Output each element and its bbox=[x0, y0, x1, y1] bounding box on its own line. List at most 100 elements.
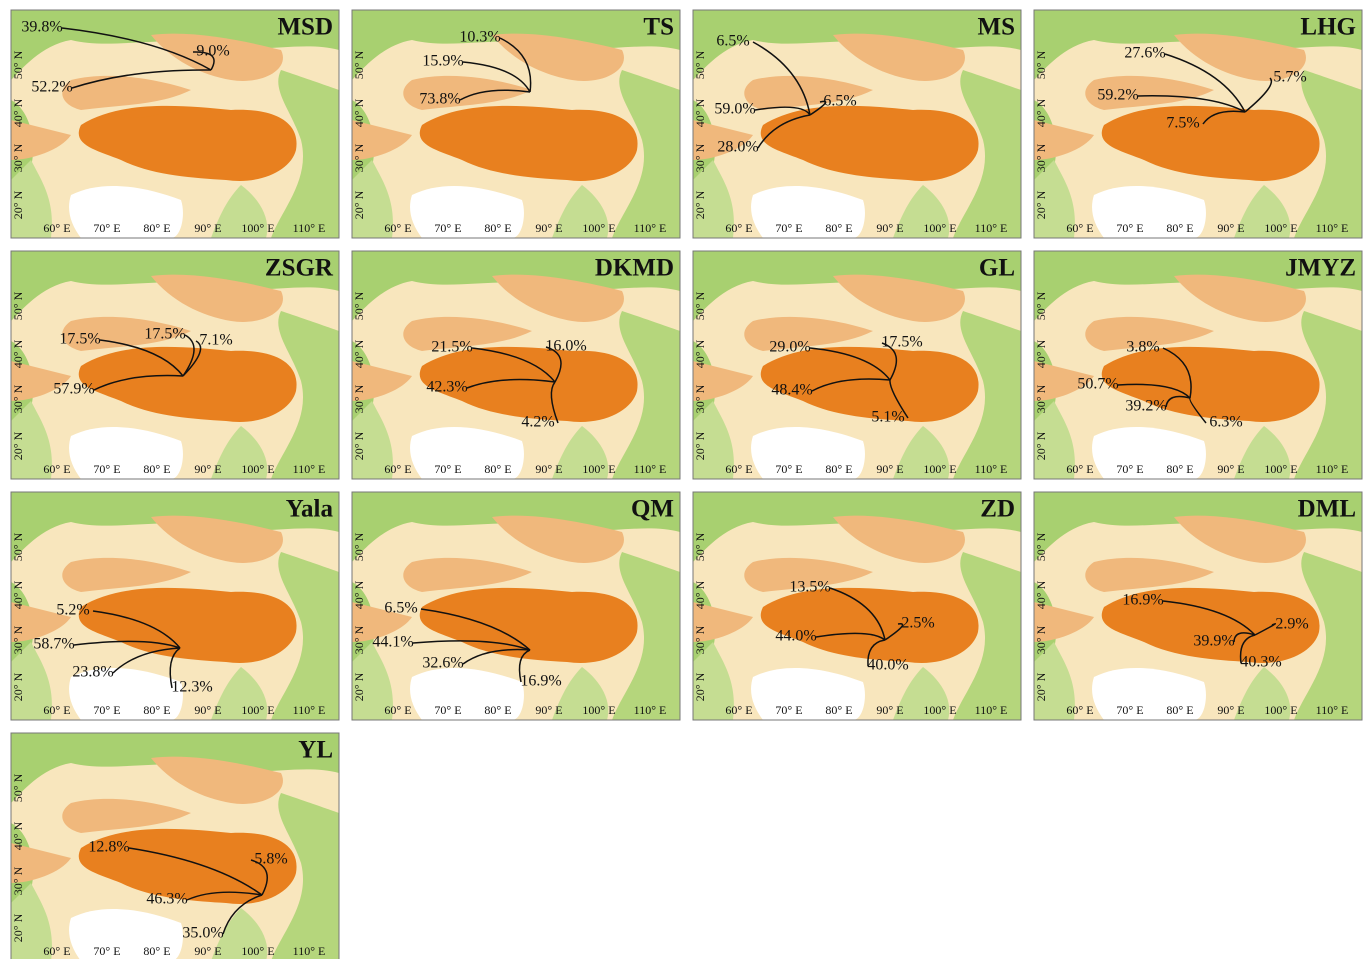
x-tick-label: 110° E bbox=[1316, 462, 1349, 476]
x-tick-label: 60° E bbox=[725, 221, 752, 235]
x-tick-label: 110° E bbox=[634, 221, 667, 235]
map-area bbox=[693, 492, 1021, 720]
panel-name: MSD bbox=[277, 14, 333, 41]
x-tick-label: 70° E bbox=[434, 703, 461, 717]
x-tick-label: 100° E bbox=[241, 462, 274, 476]
x-tick-label: 90° E bbox=[1217, 462, 1244, 476]
x-tick-label: 100° E bbox=[923, 462, 956, 476]
y-tick-label: 30° N bbox=[693, 384, 707, 413]
panel-name: Yala bbox=[286, 496, 334, 523]
percent-label: 6.5% bbox=[823, 93, 856, 110]
x-tick-label: 60° E bbox=[725, 462, 752, 476]
x-tick-label: 110° E bbox=[1316, 221, 1349, 235]
x-tick-label: 90° E bbox=[194, 703, 221, 717]
x-tick-label: 100° E bbox=[923, 703, 956, 717]
map-area bbox=[693, 251, 1021, 479]
percent-label: 39.2% bbox=[1125, 398, 1166, 415]
percent-label: 52.2% bbox=[31, 79, 72, 96]
x-tick-label: 90° E bbox=[194, 944, 221, 958]
x-tick-label: 60° E bbox=[384, 703, 411, 717]
figure: 39.8%9.0%52.2%MSD60° E70° E80° E90° E100… bbox=[0, 0, 1369, 959]
x-tick-label: 90° E bbox=[1217, 703, 1244, 717]
percent-label: 2.9% bbox=[1275, 616, 1308, 633]
map-panel: 39.8%9.0%52.2%MSD60° E70° E80° E90° E100… bbox=[11, 10, 339, 238]
x-tick-label: 110° E bbox=[293, 944, 326, 958]
map-panel: 12.8%5.8%46.3%35.0%YL60° E70° E80° E90° … bbox=[11, 733, 339, 959]
percent-label: 9.0% bbox=[196, 43, 229, 60]
x-tick-label: 70° E bbox=[775, 703, 802, 717]
y-tick-label: 20° N bbox=[693, 431, 707, 460]
x-tick-label: 110° E bbox=[1316, 703, 1349, 717]
x-tick-label: 80° E bbox=[825, 462, 852, 476]
percent-label: 28.0% bbox=[717, 139, 758, 156]
map-area bbox=[352, 10, 680, 238]
y-tick-label: 30° N bbox=[693, 625, 707, 654]
percent-label: 44.0% bbox=[775, 628, 816, 645]
x-tick-label: 100° E bbox=[1264, 703, 1297, 717]
panel-name: LHG bbox=[1300, 14, 1356, 41]
percent-label: 27.6% bbox=[1124, 45, 1165, 62]
percent-label: 48.4% bbox=[771, 382, 812, 399]
y-tick-label: 50° N bbox=[693, 532, 707, 561]
percent-label: 3.8% bbox=[1126, 339, 1159, 356]
map-panel: 21.5%16.0%42.3%4.2%DKMD60° E70° E80° E90… bbox=[352, 251, 680, 479]
panel-name: TS bbox=[643, 14, 674, 41]
percent-label: 35.0% bbox=[182, 925, 223, 942]
percent-label: 17.5% bbox=[59, 331, 100, 348]
y-tick-label: 40° N bbox=[1034, 339, 1048, 368]
x-tick-label: 80° E bbox=[1166, 462, 1193, 476]
x-tick-label: 100° E bbox=[582, 703, 615, 717]
percent-label: 17.5% bbox=[881, 334, 922, 351]
panel-name: ZSGR bbox=[265, 255, 334, 282]
y-tick-label: 20° N bbox=[11, 913, 25, 942]
y-tick-label: 40° N bbox=[693, 580, 707, 609]
x-tick-label: 60° E bbox=[384, 221, 411, 235]
percent-label: 59.0% bbox=[714, 101, 755, 118]
basemap bbox=[693, 492, 1021, 720]
x-tick-label: 80° E bbox=[825, 703, 852, 717]
x-tick-label: 90° E bbox=[535, 703, 562, 717]
y-tick-label: 20° N bbox=[693, 190, 707, 219]
y-tick-label: 20° N bbox=[693, 672, 707, 701]
panel-name: DML bbox=[1298, 496, 1356, 523]
y-tick-label: 50° N bbox=[693, 50, 707, 79]
y-tick-label: 30° N bbox=[1034, 143, 1048, 172]
x-tick-label: 70° E bbox=[775, 221, 802, 235]
map-area bbox=[1034, 251, 1362, 479]
x-tick-label: 90° E bbox=[876, 221, 903, 235]
basemap bbox=[352, 10, 680, 238]
x-tick-label: 80° E bbox=[825, 221, 852, 235]
panel-name: ZD bbox=[980, 496, 1015, 523]
y-tick-label: 40° N bbox=[1034, 580, 1048, 609]
y-tick-label: 30° N bbox=[352, 143, 366, 172]
y-tick-label: 20° N bbox=[352, 672, 366, 701]
x-tick-label: 110° E bbox=[975, 221, 1008, 235]
y-tick-label: 50° N bbox=[11, 773, 25, 802]
panel-name: GL bbox=[979, 255, 1015, 282]
y-tick-label: 20° N bbox=[11, 431, 25, 460]
percent-label: 40.0% bbox=[867, 657, 908, 674]
x-tick-label: 70° E bbox=[93, 703, 120, 717]
y-tick-label: 30° N bbox=[11, 384, 25, 413]
percent-label: 16.0% bbox=[545, 338, 586, 355]
x-tick-label: 100° E bbox=[241, 944, 274, 958]
y-tick-label: 20° N bbox=[11, 190, 25, 219]
y-tick-label: 50° N bbox=[352, 291, 366, 320]
x-tick-label: 60° E bbox=[725, 703, 752, 717]
percent-label: 5.2% bbox=[56, 602, 89, 619]
percent-label: 32.6% bbox=[422, 655, 463, 672]
percent-label: 46.3% bbox=[146, 891, 187, 908]
x-tick-label: 80° E bbox=[484, 462, 511, 476]
y-tick-label: 40° N bbox=[1034, 98, 1048, 127]
x-tick-label: 90° E bbox=[1217, 221, 1244, 235]
y-tick-label: 50° N bbox=[693, 291, 707, 320]
x-tick-label: 90° E bbox=[194, 221, 221, 235]
x-tick-label: 80° E bbox=[484, 703, 511, 717]
x-tick-label: 110° E bbox=[975, 703, 1008, 717]
percent-label: 17.5% bbox=[144, 326, 185, 343]
x-tick-label: 70° E bbox=[434, 462, 461, 476]
map-area bbox=[11, 733, 339, 959]
percent-label: 12.3% bbox=[171, 679, 212, 696]
percent-label: 58.7% bbox=[33, 636, 74, 653]
